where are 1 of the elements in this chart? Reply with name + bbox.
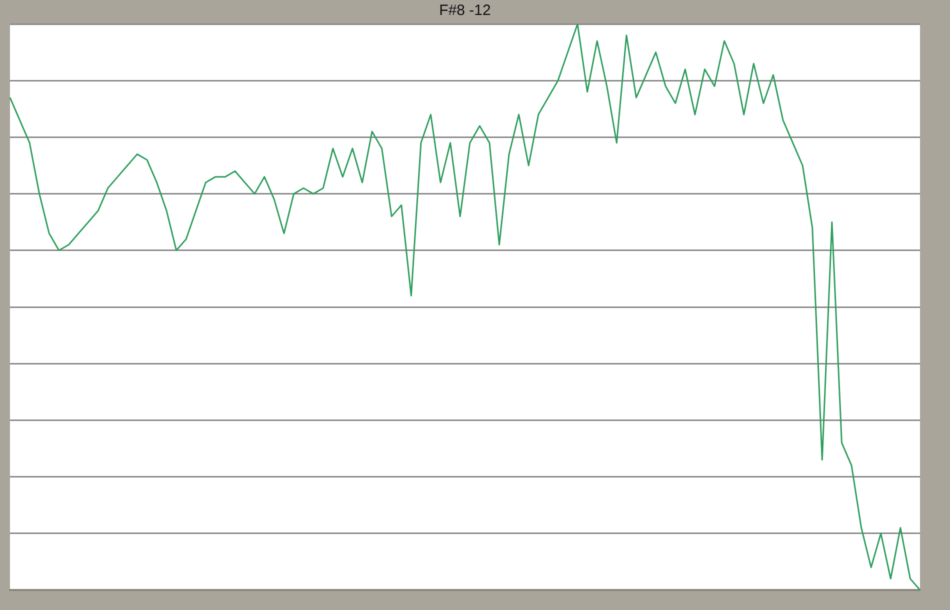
chart-title: F#8 -12 — [439, 2, 491, 20]
